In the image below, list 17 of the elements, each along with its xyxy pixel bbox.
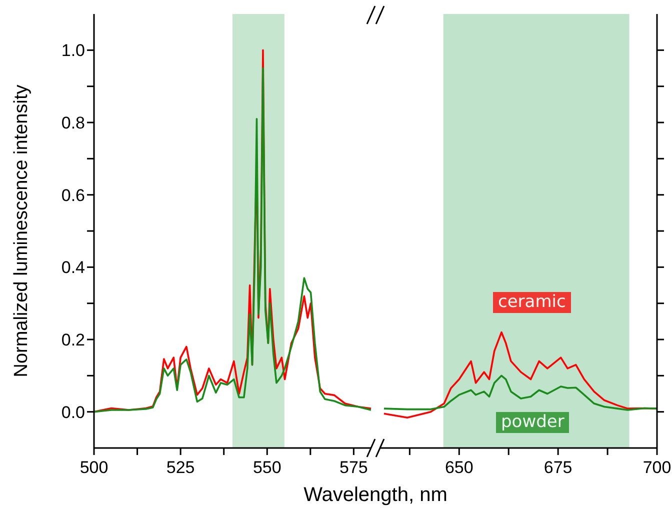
- series-label: ceramic: [493, 292, 571, 313]
- x-tick-label: 575: [340, 458, 368, 478]
- x-tick-label: 700: [642, 458, 672, 478]
- y-tick-label: 0.2: [61, 330, 85, 350]
- x-tick-label: 500: [80, 458, 108, 478]
- x-tick-label: 650: [444, 458, 474, 478]
- y-tick-label: 0.4: [61, 258, 85, 278]
- x-axis-title: Wavelength, nm: [302, 484, 448, 507]
- x-tick-label: 550: [252, 458, 282, 478]
- x-tick-label: 525: [166, 458, 195, 478]
- x-tick-label: 675: [544, 458, 572, 478]
- y-tick-label: 1.0: [61, 41, 85, 60]
- y-tick-label: 0.0: [61, 402, 85, 422]
- y-tick-label: 0.6: [61, 186, 85, 205]
- y-tick-label: 0.8: [61, 114, 85, 133]
- y-axis-title: Normalized luminescence intensity: [10, 84, 33, 380]
- series-label: powder: [496, 412, 570, 433]
